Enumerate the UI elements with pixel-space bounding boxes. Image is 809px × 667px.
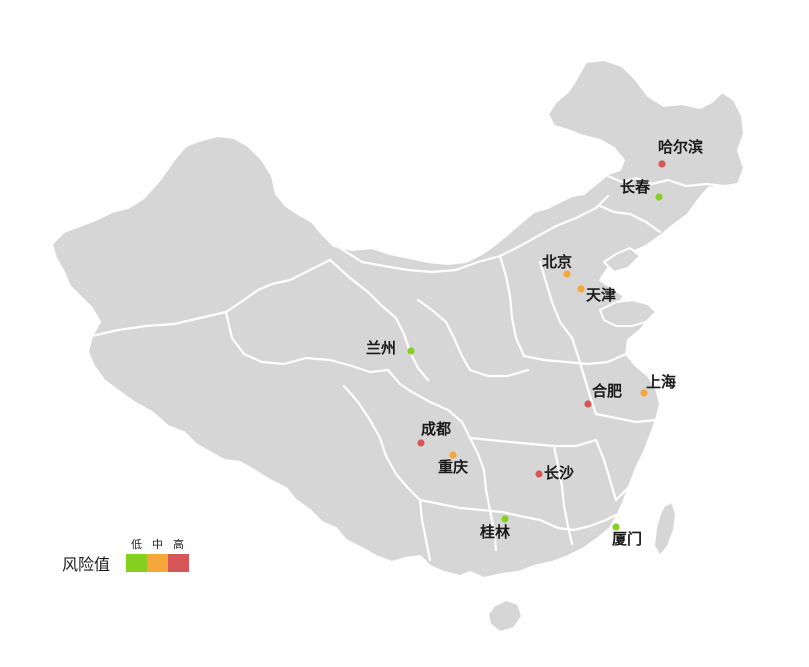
- legend-swatch-high: [168, 554, 189, 572]
- legend-swatch-medium: [147, 554, 168, 572]
- hainan-island: [487, 599, 523, 633]
- city-changsha[interactable]: 长沙: [535, 464, 574, 482]
- city-marker-chongqing[interactable]: [449, 451, 457, 459]
- city-marker-harbin[interactable]: [658, 160, 666, 168]
- shandong-peninsula: [599, 299, 657, 327]
- city-marker-changsha[interactable]: [535, 470, 543, 478]
- taiwan-island: [653, 501, 677, 557]
- city-label-xiamen: 厦门: [612, 530, 642, 548]
- city-label-lanzhou: 兰州: [366, 339, 396, 357]
- legend-level-low: 低: [131, 538, 142, 551]
- city-marker-guilin[interactable]: [501, 515, 509, 523]
- city-lanzhou[interactable]: 兰州: [366, 339, 415, 357]
- city-beijing[interactable]: 北京: [542, 253, 572, 278]
- city-label-harbin: 哈尔滨: [658, 138, 703, 156]
- city-guilin[interactable]: 桂林: [479, 515, 511, 541]
- city-harbin[interactable]: 哈尔滨: [658, 138, 703, 168]
- city-shanghai[interactable]: 上海: [640, 373, 676, 397]
- city-marker-xiamen[interactable]: [612, 523, 620, 531]
- city-label-hefei: 合肥: [591, 382, 622, 400]
- city-marker-beijing[interactable]: [563, 270, 571, 278]
- province-borders: [90, 174, 726, 562]
- liaodong-peninsula: [603, 247, 641, 273]
- city-marker-changchun[interactable]: [655, 193, 663, 201]
- city-changchun[interactable]: 长春: [620, 178, 663, 201]
- city-label-changchun: 长春: [620, 178, 650, 196]
- city-xiamen[interactable]: 厦门: [612, 523, 642, 548]
- city-marker-chengdu[interactable]: [417, 439, 425, 447]
- city-label-shanghai: 上海: [646, 373, 676, 391]
- city-label-changsha: 长沙: [544, 464, 574, 482]
- legend-swatch-low: [126, 554, 147, 572]
- city-chongqing[interactable]: 重庆: [438, 451, 468, 476]
- city-chengdu[interactable]: 成都: [417, 420, 451, 447]
- legend-level-medium: 中: [152, 538, 163, 551]
- city-marker-hefei[interactable]: [584, 400, 592, 408]
- city-tianjin[interactable]: 天津: [577, 285, 616, 304]
- city-label-chongqing: 重庆: [438, 458, 468, 476]
- city-marker-tianjin[interactable]: [577, 285, 585, 293]
- city-marker-lanzhou[interactable]: [407, 347, 415, 355]
- city-marker-shanghai[interactable]: [640, 389, 648, 397]
- legend-level-high: 高: [173, 537, 184, 551]
- city-label-chengdu: 成都: [421, 420, 451, 438]
- city-label-guilin: 桂林: [479, 523, 511, 541]
- legend-title: 风险值: [62, 555, 110, 574]
- city-hefei[interactable]: 合肥: [584, 382, 622, 408]
- landmass: [51, 59, 745, 633]
- city-label-beijing: 北京: [542, 253, 572, 271]
- risk-legend: 风险值 低中高: [62, 537, 189, 574]
- city-label-tianjin: 天津: [586, 286, 616, 304]
